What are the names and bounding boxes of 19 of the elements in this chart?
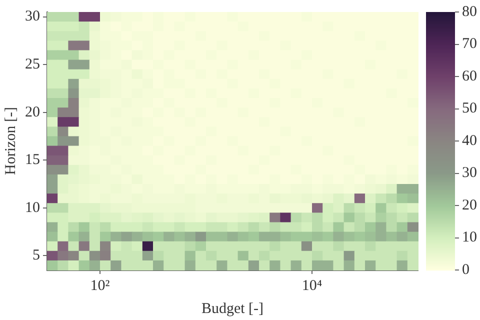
- y-tick-label: 25: [25, 56, 40, 72]
- y-tick-label: 10: [25, 200, 40, 216]
- color-bar-label: 10: [462, 230, 477, 246]
- y-tick-label: 30: [25, 8, 40, 25]
- color-bar-label: 40: [462, 132, 477, 149]
- y-tick-label: 5: [32, 248, 40, 264]
- color-bar-label: 50: [462, 100, 477, 117]
- y-axis-title: Horizon [-]: [2, 107, 19, 175]
- x-tick-label: 10²: [90, 278, 110, 294]
- color-bar-label: 70: [462, 36, 477, 52]
- y-tick-label: 20: [25, 104, 40, 120]
- color-bar-label: 80: [462, 4, 477, 20]
- color-bar-label: 20: [462, 197, 477, 214]
- color-bar-label: 60: [462, 68, 477, 84]
- x-axis-title: Budget [-]: [201, 300, 264, 317]
- color-bar-label: 0: [462, 262, 470, 278]
- x-tick-label: 10⁴: [302, 278, 322, 294]
- color-bar-label: 30: [462, 165, 477, 182]
- y-tick-label: 15: [25, 152, 40, 168]
